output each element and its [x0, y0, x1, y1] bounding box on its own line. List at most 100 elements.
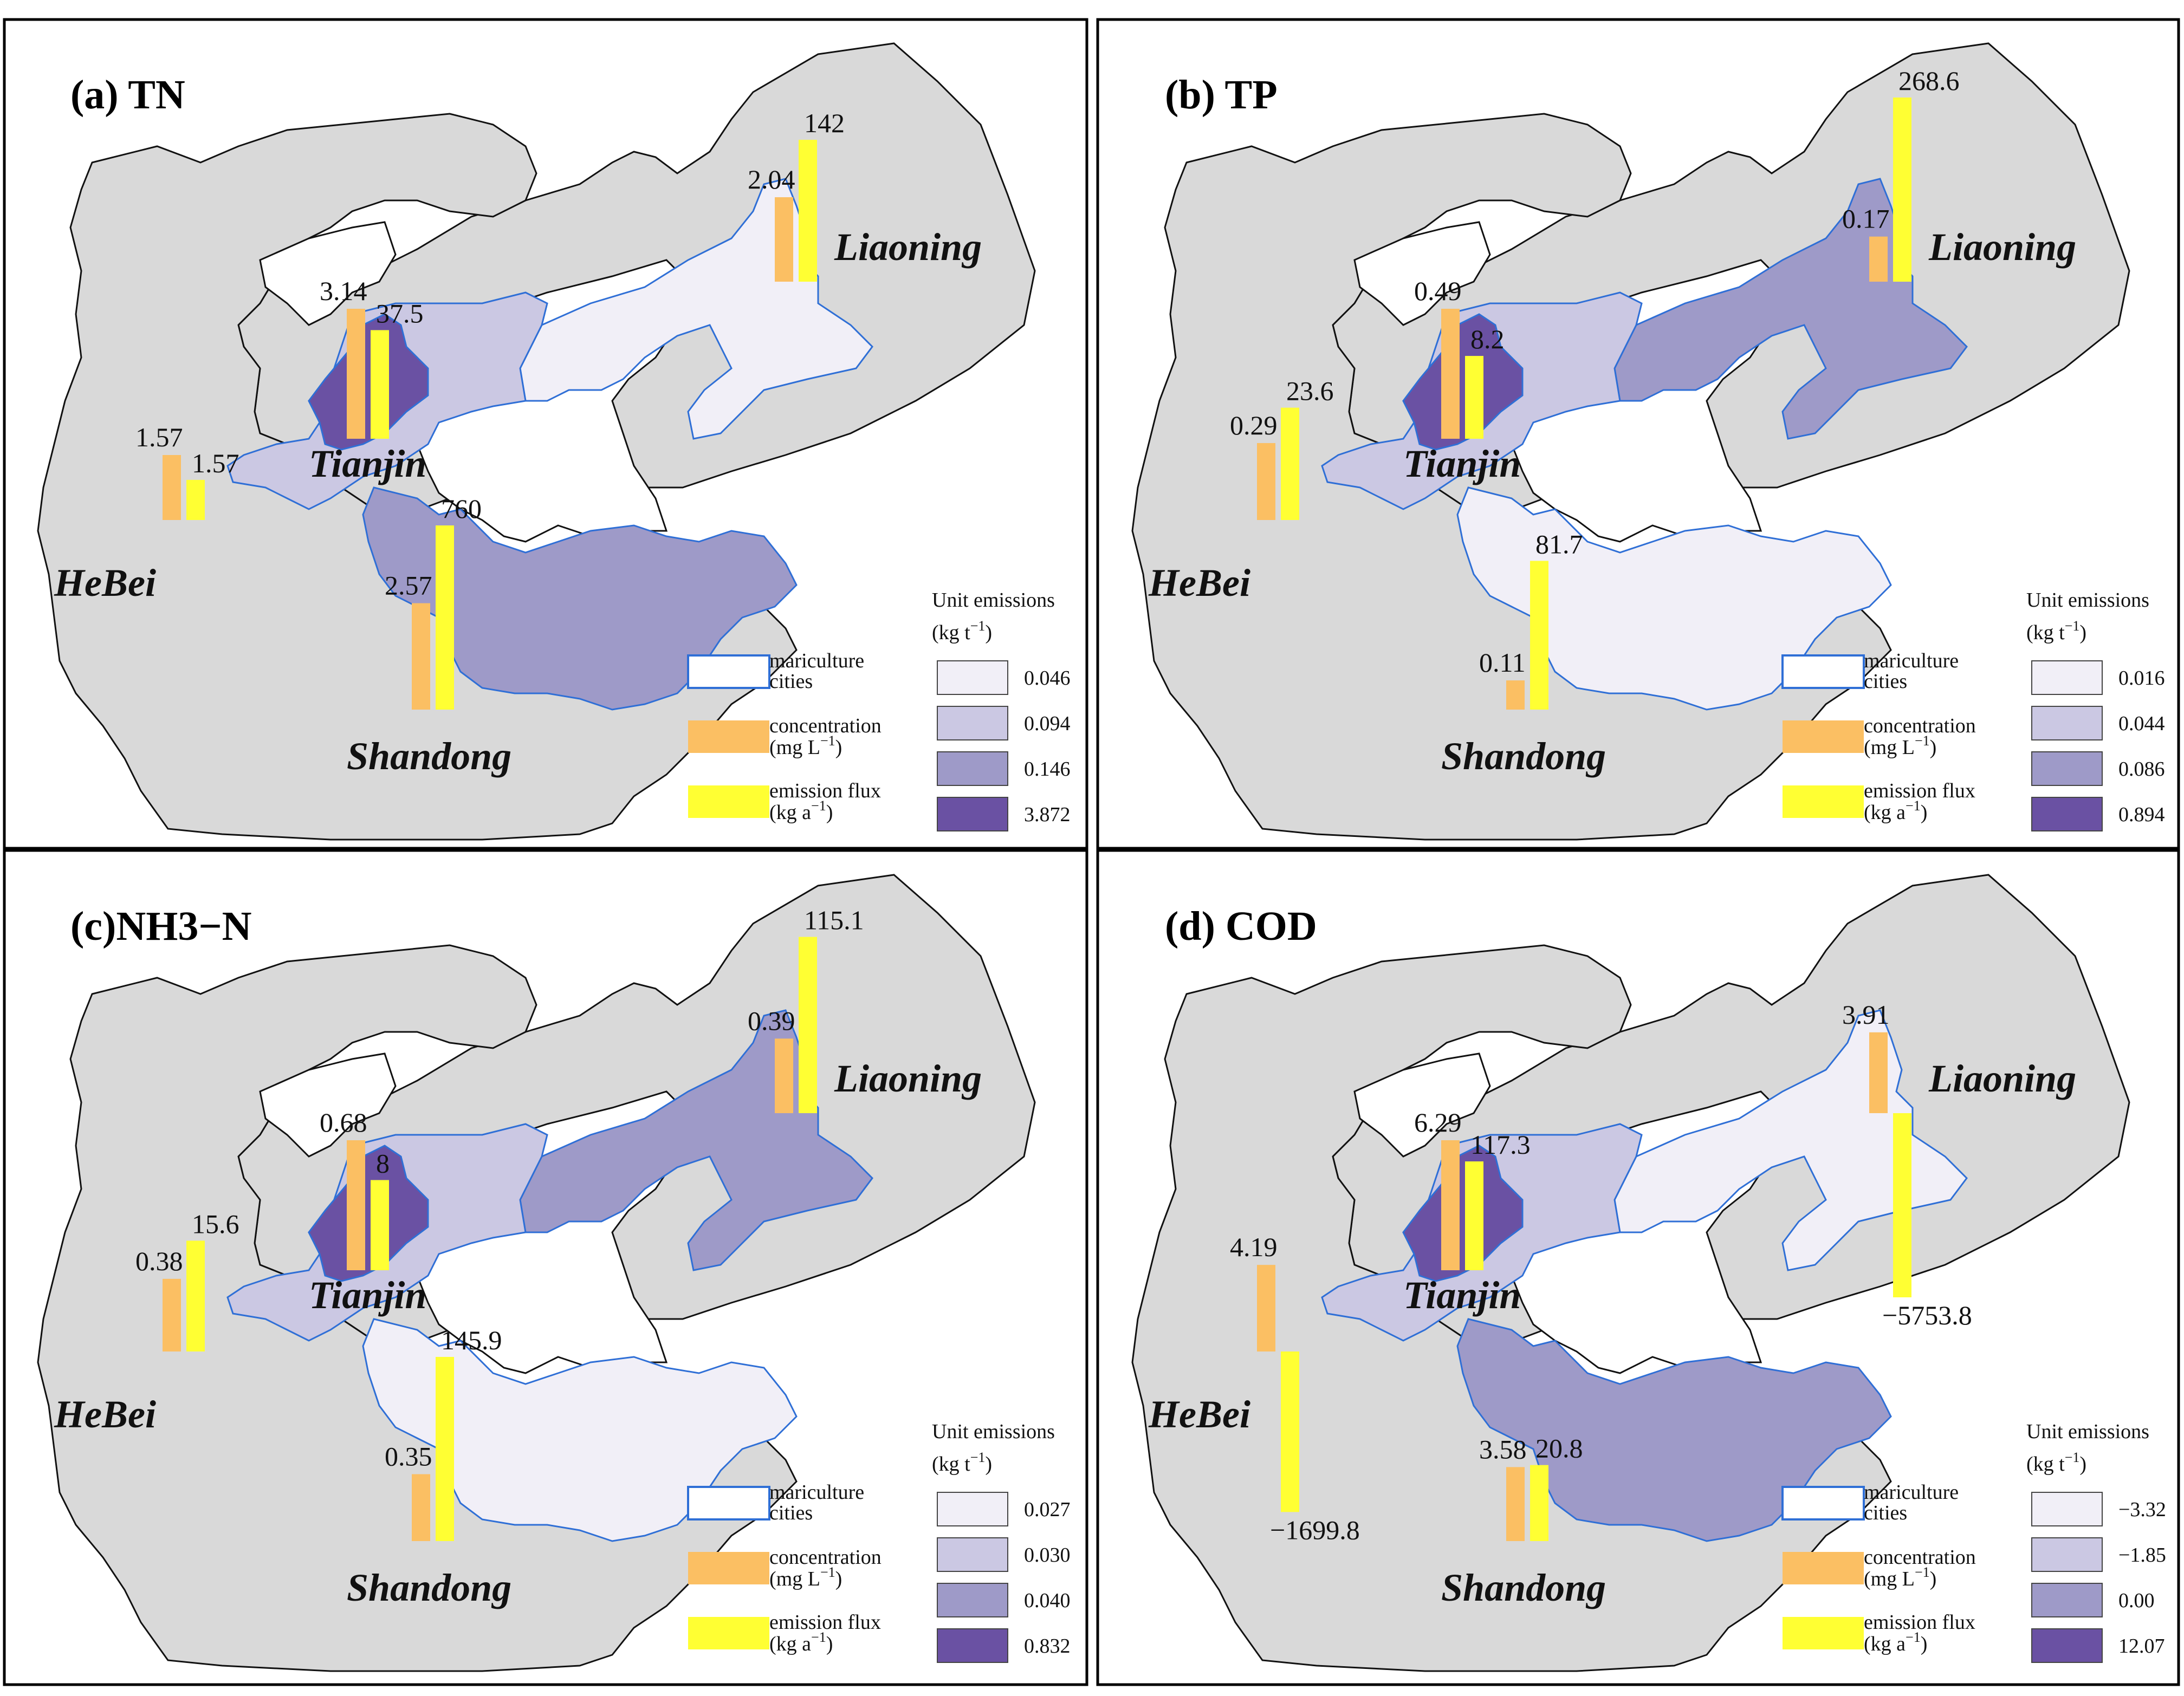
legend-mariculture-swatch [687, 1486, 770, 1520]
concentration-bar-shandong [1506, 1467, 1525, 1541]
legend-class-value-1: −1.85 [2118, 1544, 2166, 1567]
legend-class-swatch-1 [937, 706, 1008, 740]
panel-title: (d) COD [1165, 904, 1317, 949]
legend-class-value-2: 0.00 [2118, 1589, 2155, 1612]
panel-c-frame [3, 849, 1088, 1686]
concentration-label-liaoning: 2.04 [748, 164, 795, 194]
panel-d: (d) COD HeBei Tianjin Shandong Liaoning 4.19 −… [1131, 874, 2166, 1672]
flux-label-hebei: −1699.8 [1270, 1515, 1360, 1545]
concentration-bar-liaoning [775, 1038, 793, 1113]
concentration-bar-shandong [412, 603, 430, 710]
legend-class-value-2: 0.086 [2118, 758, 2165, 781]
legend-flux-swatch [1783, 1617, 1864, 1649]
concentration-label-tianjin: 6.29 [1414, 1107, 1462, 1138]
concentration-bar-hebei [163, 455, 181, 520]
flux-label-tianjin: 117.3 [1470, 1129, 1531, 1160]
panel-b: (b) TP HeBei Tianjin Shandong Liaoning 0.29 23… [1131, 42, 2165, 841]
legend-flux-label: emission flux [1864, 1611, 1975, 1634]
province-label-tianjin: Tianjin [309, 1273, 426, 1317]
panel-a: (a) TN HeBei Tianjin Shandong Liaoning 1.57 1.… [37, 42, 1071, 841]
concentration-bar-hebei [1257, 443, 1275, 520]
legend-class-swatch-2 [2031, 751, 2103, 786]
region-tianjin [308, 1145, 429, 1282]
legend-concentration-swatch [1783, 720, 1864, 753]
legend-mariculture-label: mariculture [769, 649, 864, 672]
panel-title: (c)NH3−N [70, 904, 252, 949]
legend-class-swatch-3 [937, 1628, 1008, 1663]
panel-c: (c)NH3−N HeBei Tianjin Shandong Liaoning 0.38… [37, 874, 1071, 1672]
flux-bar-tianjin [371, 330, 389, 439]
flux-bar-liaoning [799, 140, 817, 282]
legend-concentration-label: concentration [769, 1546, 882, 1569]
panel-title: (b) TP [1165, 72, 1278, 118]
legend-class-value-2: 0.146 [1024, 758, 1071, 781]
legend-class-value-0: 0.046 [1024, 667, 1071, 690]
concentration-label-liaoning: 0.39 [748, 1005, 795, 1036]
concentration-label-shandong: 0.11 [1479, 647, 1526, 678]
flux-bar-shandong [436, 1357, 454, 1541]
concentration-label-tianjin: 0.49 [1414, 276, 1462, 306]
concentration-bar-liaoning [1869, 236, 1888, 282]
panel-b-frame [1096, 18, 2180, 850]
region-shandong [362, 1318, 798, 1542]
legend-concentration-unit: (mg L−1) [1864, 733, 1936, 759]
legend-class-value-3: 0.894 [2118, 803, 2165, 826]
flux-label-liaoning: 142 [804, 108, 845, 138]
legend-class-value-0: −3.32 [2118, 1498, 2166, 1521]
flux-bar-shandong [436, 525, 454, 710]
concentration-label-shandong: 0.35 [385, 1441, 432, 1471]
legend-mariculture-label: mariculture [1864, 1481, 1959, 1504]
legend-class-swatch-0 [2031, 1492, 2103, 1526]
concentration-bar-liaoning [1869, 1032, 1888, 1113]
legend-concentration-unit: (mg L−1) [769, 1564, 842, 1590]
legend-mariculture-label: mariculture [769, 1481, 864, 1504]
legend-unit-emissions-unit: (kg t−1) [2026, 1450, 2086, 1476]
concentration-bar-liaoning [775, 197, 793, 282]
province-label-shandong: Shandong [1441, 1566, 1606, 1609]
flux-label-tianjin: 37.5 [376, 298, 424, 328]
base-map [37, 42, 1036, 841]
flux-label-tianjin: 8 [376, 1148, 390, 1178]
legend-concentration-label: concentration [1864, 714, 1976, 737]
legend-concentration-swatch [1783, 1552, 1864, 1584]
legend-unit-emissions-unit: (kg t−1) [2026, 618, 2086, 644]
concentration-bar-hebei [163, 1278, 181, 1351]
legend-class-swatch-3 [2031, 1628, 2103, 1663]
legend-unit-emissions-title: Unit emissions [2026, 1420, 2149, 1443]
legend-concentration-swatch [688, 720, 769, 753]
panel-a-frame [3, 18, 1088, 850]
legend-flux-unit: (kg a−1) [1864, 1629, 1927, 1655]
legend-class-swatch-0 [937, 660, 1008, 695]
concentration-bar-shandong [412, 1474, 430, 1541]
province-label-liaoning: Liaoning [834, 225, 982, 269]
legend-class-swatch-2 [937, 751, 1008, 786]
concentration-bar-tianjin [1441, 309, 1460, 439]
province-label-shandong: Shandong [347, 1566, 511, 1609]
legend-unit-emissions-title: Unit emissions [2026, 589, 2149, 612]
legend-class-swatch-3 [2031, 797, 2103, 831]
concentration-label-tianjin: 0.68 [320, 1107, 367, 1138]
flux-bar-liaoning [799, 937, 817, 1113]
legend-concentration-label: concentration [769, 714, 882, 737]
flux-label-liaoning: 268.6 [1898, 66, 1960, 96]
legend-class-swatch-1 [2031, 1537, 2103, 1572]
province-label-shandong: Shandong [1441, 735, 1606, 778]
region-tianjin [308, 313, 429, 451]
province-label-liaoning: Liaoning [834, 1057, 982, 1100]
legend-class-value-3: 12.07 [2118, 1635, 2165, 1658]
flux-label-hebei: 1.57 [192, 448, 239, 478]
region-shandong [1456, 486, 1892, 711]
concentration-label-tianjin: 3.14 [320, 276, 367, 306]
legend-flux-unit: (kg a−1) [769, 1629, 833, 1655]
legend-flux-unit: (kg a−1) [1864, 798, 1927, 824]
concentration-label-hebei: 0.38 [135, 1246, 183, 1276]
legend-class-value-0: 0.027 [1024, 1498, 1071, 1521]
concentration-label-liaoning: 0.17 [1842, 204, 1890, 234]
concentration-label-hebei: 4.19 [1230, 1232, 1278, 1262]
legend-cities-label: cities [769, 670, 813, 693]
legend-class-swatch-1 [937, 1537, 1008, 1572]
flux-label-shandong: 760 [441, 493, 482, 524]
province-label-hebei: HeBei [54, 1393, 156, 1436]
concentration-bar-tianjin [347, 309, 365, 439]
legend-flux-label: emission flux [769, 1611, 881, 1634]
